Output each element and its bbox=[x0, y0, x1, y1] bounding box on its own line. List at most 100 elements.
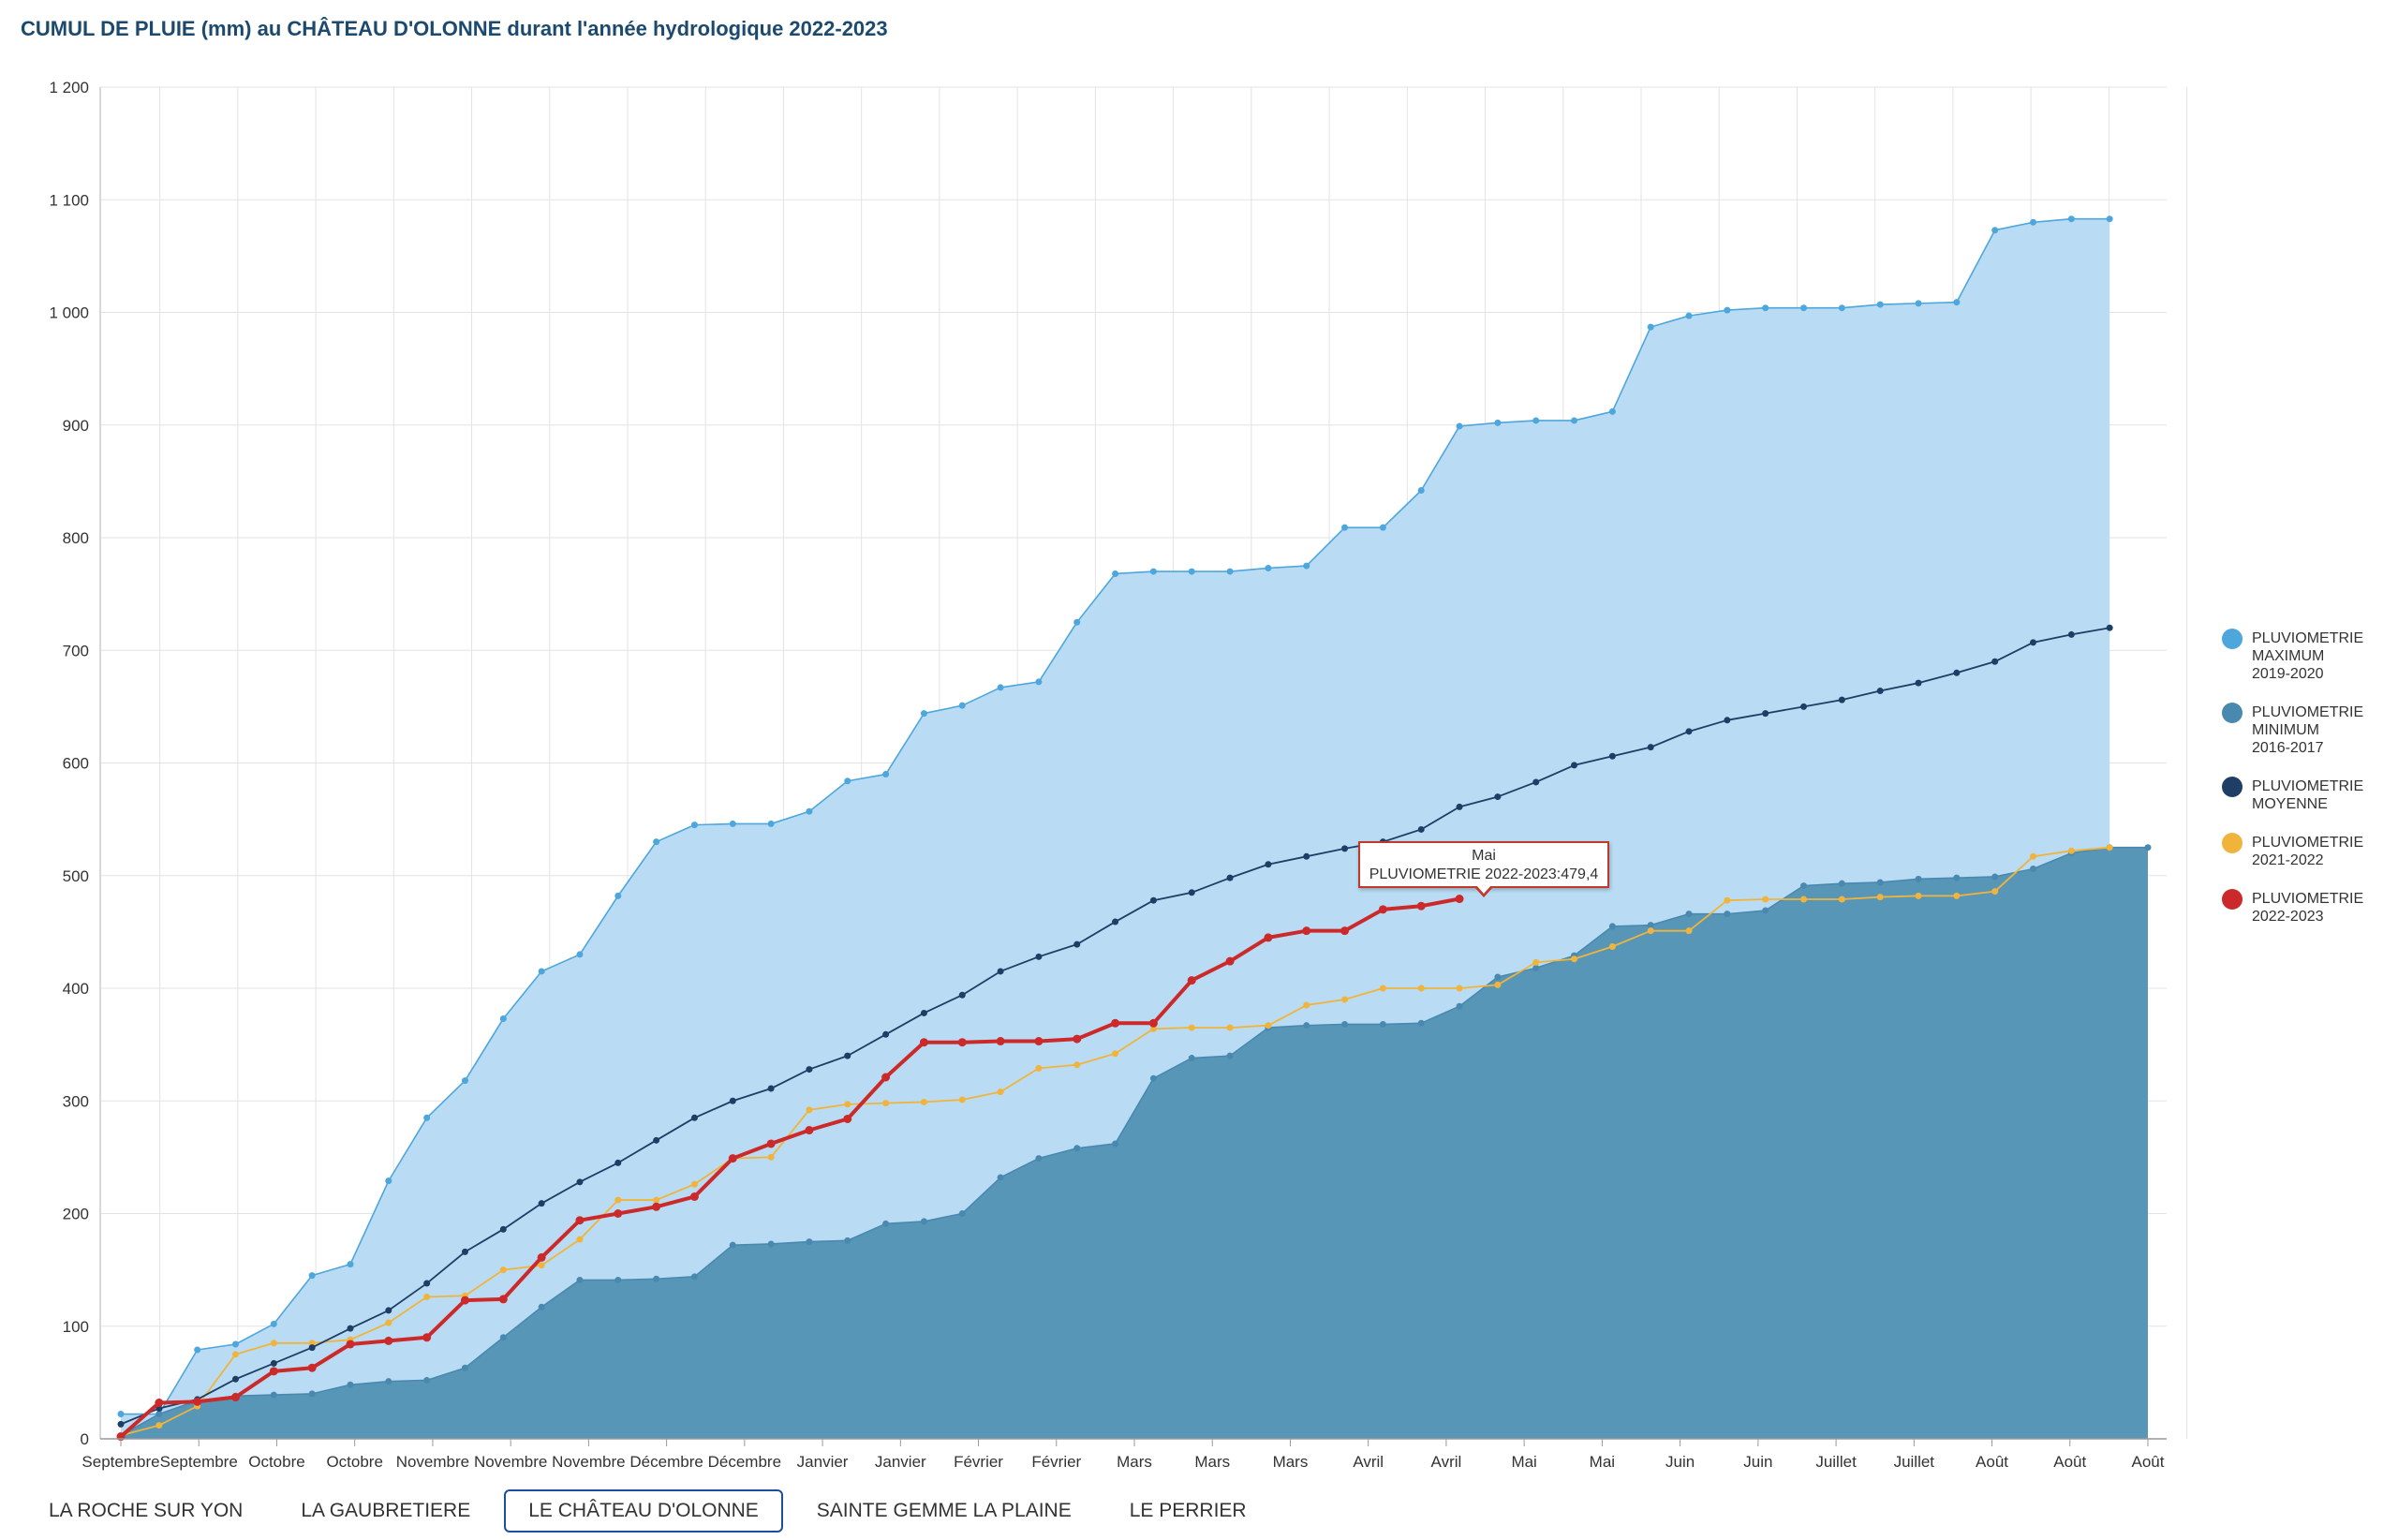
tab-station-1[interactable]: LA GAUBRETIERE bbox=[276, 1489, 496, 1533]
tab-station-3[interactable]: SAINTE GEMME LA PLAINE bbox=[792, 1489, 1096, 1533]
point-min bbox=[1991, 873, 1999, 881]
x-tick-label: Mars bbox=[1117, 1453, 1152, 1471]
point-min bbox=[1724, 911, 1731, 918]
point-moy bbox=[1571, 762, 1578, 769]
point-max bbox=[2106, 215, 2113, 223]
point-y2223 bbox=[1111, 1018, 1120, 1028]
x-tick-label: Novembre bbox=[396, 1453, 469, 1471]
x-tick-label: Avril bbox=[1431, 1453, 1462, 1471]
point-y2223 bbox=[766, 1139, 776, 1148]
legend-label: PLUVIOMETRIE 2022-2023 bbox=[2252, 891, 2364, 925]
point-min bbox=[614, 1276, 622, 1283]
legend-dot-icon bbox=[2222, 833, 2243, 853]
point-y2223 bbox=[1225, 956, 1235, 966]
legend-label: PLUVIOMETRIE MOYENNE bbox=[2252, 778, 2364, 812]
point-max bbox=[1149, 568, 1157, 575]
point-moy bbox=[1876, 688, 1884, 695]
point-moy bbox=[155, 1405, 163, 1413]
point-y2122 bbox=[1953, 892, 1961, 899]
point-max bbox=[1608, 407, 1616, 415]
point-moy bbox=[1608, 752, 1616, 760]
point-moy bbox=[308, 1344, 316, 1352]
point-y2122 bbox=[423, 1293, 431, 1300]
point-y2223 bbox=[652, 1202, 661, 1211]
point-y2122 bbox=[1341, 996, 1349, 1003]
legend-item-moy[interactable]: PLUVIOMETRIE MOYENNE bbox=[2222, 777, 2391, 813]
tab-station-0[interactable]: LA ROCHE SUR YON bbox=[24, 1489, 268, 1533]
legend-item-min[interactable]: PLUVIOMETRIE MINIMUM 2016-2017 bbox=[2222, 703, 2391, 757]
point-max bbox=[1379, 524, 1386, 531]
point-max bbox=[1876, 301, 1884, 308]
point-max bbox=[1800, 304, 1808, 312]
point-moy bbox=[538, 1200, 545, 1207]
tab-station-2[interactable]: LE CHÂTEAU D'OLONNE bbox=[504, 1489, 783, 1533]
point-y2223 bbox=[155, 1399, 164, 1408]
point-min bbox=[958, 1210, 966, 1217]
point-max bbox=[882, 771, 890, 778]
point-moy bbox=[653, 1136, 660, 1144]
point-y2122 bbox=[614, 1196, 622, 1204]
point-y2122 bbox=[1494, 981, 1502, 988]
point-max bbox=[1762, 304, 1769, 312]
point-y2223 bbox=[689, 1192, 699, 1201]
legend-item-y2223[interactable]: PLUVIOMETRIE 2022-2023 bbox=[2222, 889, 2391, 925]
point-moy bbox=[1494, 793, 1502, 801]
point-min bbox=[1112, 1140, 1119, 1148]
chart-title: CUMUL DE PLUIE (mm) au CHÂTEAU D'OLONNE … bbox=[21, 17, 888, 40]
point-max bbox=[653, 838, 660, 846]
point-moy bbox=[1188, 889, 1195, 896]
point-min bbox=[1188, 1055, 1195, 1062]
point-max bbox=[1417, 486, 1425, 494]
point-min bbox=[1417, 1019, 1425, 1027]
point-y2223 bbox=[422, 1333, 432, 1342]
point-y2223 bbox=[1455, 895, 1464, 904]
x-tick-label: Juillet bbox=[1815, 1453, 1857, 1471]
y-tick-label: 1 200 bbox=[49, 79, 89, 96]
legend-dot-icon bbox=[2222, 777, 2243, 797]
point-max bbox=[690, 822, 698, 829]
point-y2223 bbox=[1264, 933, 1273, 942]
point-moy bbox=[1800, 703, 1808, 710]
point-max bbox=[538, 968, 545, 975]
axes: 0 100 200 300 400 500 600 700 800 900 1 000 1 100 1 … bbox=[49, 79, 2167, 1471]
legend-item-y2122[interactable]: PLUVIOMETRIE 2021-2022 bbox=[2222, 833, 2391, 869]
point-y2122 bbox=[920, 1098, 927, 1105]
tab-station-4[interactable]: LE PERRIER bbox=[1104, 1489, 1271, 1533]
point-moy bbox=[270, 1359, 277, 1367]
point-moy bbox=[1724, 717, 1731, 724]
point-max bbox=[1494, 419, 1502, 426]
point-y2223 bbox=[1378, 905, 1387, 914]
x-tick-label: Août bbox=[1976, 1453, 2008, 1471]
point-min bbox=[767, 1240, 775, 1248]
tooltip-category: Mai bbox=[1472, 848, 1496, 864]
point-min bbox=[1800, 882, 1808, 890]
point-min bbox=[1532, 964, 1540, 971]
line-y2223 bbox=[119, 896, 1460, 1439]
point-y2122 bbox=[2106, 844, 2113, 851]
legend: PLUVIOMETRIE MAXIMUM 2019-2020 PLUVIOMETR… bbox=[2222, 629, 2391, 946]
point-max bbox=[1265, 564, 1272, 571]
y-tick-label: 1 100 bbox=[49, 191, 89, 209]
point-y2122 bbox=[1647, 927, 1654, 935]
point-max bbox=[806, 807, 813, 815]
point-y2122 bbox=[806, 1106, 813, 1114]
point-y2223 bbox=[575, 1216, 585, 1225]
point-min bbox=[2144, 844, 2152, 851]
point-min bbox=[729, 1241, 736, 1249]
point-y2122 bbox=[958, 1096, 966, 1103]
point-min bbox=[385, 1378, 392, 1385]
point-max bbox=[1073, 618, 1081, 626]
point-max bbox=[1953, 299, 1961, 306]
point-max bbox=[1838, 304, 1845, 312]
point-max bbox=[2030, 218, 2037, 226]
point-moy bbox=[1456, 803, 1463, 810]
point-max bbox=[385, 1177, 392, 1185]
point-max bbox=[614, 892, 622, 899]
point-moy bbox=[423, 1280, 431, 1287]
x-tick-label: Mars bbox=[1194, 1453, 1230, 1471]
point-y2223 bbox=[1302, 926, 1311, 936]
point-min bbox=[423, 1376, 431, 1384]
legend-item-max[interactable]: PLUVIOMETRIE MAXIMUM 2019-2020 bbox=[2222, 629, 2391, 683]
tooltip-pointer bbox=[1474, 885, 1493, 897]
